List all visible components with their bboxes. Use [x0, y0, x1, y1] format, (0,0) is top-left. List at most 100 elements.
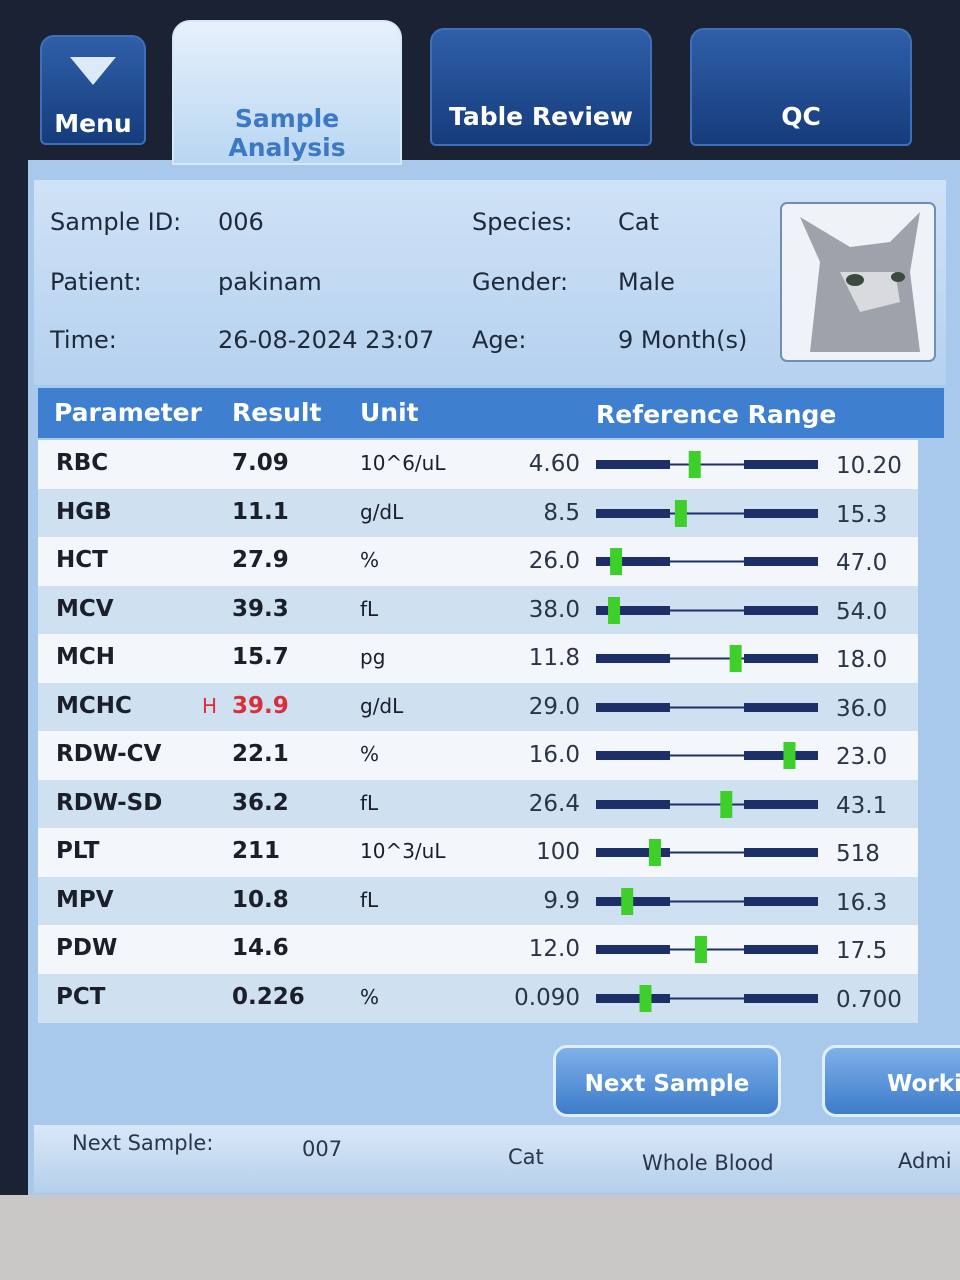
- result: 39.9: [232, 692, 289, 719]
- range-bar-left: [596, 945, 670, 954]
- range-bar: [596, 839, 818, 866]
- cat-image: [780, 202, 936, 362]
- tab-label: Menu: [54, 109, 132, 138]
- range-bar-right: [744, 605, 818, 615]
- range-high: 43.1: [836, 792, 888, 819]
- range-bar-right: [744, 460, 818, 469]
- result-marker: [694, 936, 707, 963]
- result-marker: [720, 790, 733, 818]
- worklist-button[interactable]: Worki: [822, 1045, 960, 1117]
- unit: fL: [360, 887, 379, 912]
- unit: g/dL: [360, 499, 404, 524]
- range-bar: [596, 499, 818, 527]
- table-row: PDW 14.6 12.0 17.5: [38, 925, 918, 974]
- range-bar-left: [596, 848, 670, 857]
- menu-tab[interactable]: Menu: [40, 35, 146, 145]
- range-low: 9.9: [543, 887, 580, 914]
- table-row: RDW-CV 22.1% 16.0 23.0: [38, 731, 918, 780]
- header-cell: Reference Range: [596, 400, 837, 429]
- range-low: 26.4: [528, 790, 580, 817]
- range-bar: [596, 936, 818, 963]
- range-bar: [596, 702, 818, 712]
- info-value: Male: [618, 268, 675, 296]
- range-bar-right: [744, 557, 818, 566]
- result: 11.1: [232, 498, 289, 525]
- range-bar-right: [744, 702, 818, 712]
- menu-icon: [70, 57, 116, 85]
- result: 22.1: [232, 741, 289, 767]
- tab-label: QC: [781, 102, 821, 131]
- range-bar-left: [596, 460, 670, 469]
- table-row: PCT 0.226% 0.090 0.700: [38, 973, 918, 1023]
- result-marker: [621, 887, 634, 915]
- table-row: PLT 211 10^3/uL 100 518: [38, 828, 918, 877]
- unit: fL: [360, 790, 379, 815]
- result: 15.7: [232, 644, 289, 670]
- parameter: MCHC: [56, 692, 132, 719]
- table-row: MPV 10.8 fL 9.9 16.3: [38, 876, 918, 926]
- range-high: 36.0: [836, 695, 888, 722]
- range-bar-right: [744, 751, 818, 760]
- status-id: 007: [302, 1137, 343, 1161]
- range-high: 0.700: [836, 986, 902, 1013]
- info-value: pakinam: [218, 268, 322, 296]
- range-bar-right: [744, 993, 818, 1003]
- status-mode: Whole Blood: [642, 1151, 774, 1175]
- info-label: Age:: [472, 326, 527, 354]
- range-high: 47.0: [836, 550, 888, 576]
- range-bar-right: [744, 848, 818, 857]
- table-row: HGB 11.1 g/dL 8.5 15.3: [38, 488, 918, 538]
- unit: 10^6/uL: [360, 451, 446, 475]
- result: 27.9: [232, 547, 289, 573]
- range-low: 11.8: [528, 645, 580, 671]
- info-label: Time:: [50, 326, 117, 354]
- table-row: MCH 15.7 pg 11.8 18.0: [38, 634, 918, 683]
- range-bar: [596, 984, 818, 1012]
- range-bar: [596, 596, 818, 624]
- parameter: MCV: [56, 595, 114, 622]
- table-row: RDW-SD 36.2 fL 26.4 43.1: [38, 779, 918, 829]
- range-bar-right: [744, 654, 818, 663]
- unit: pg: [360, 645, 386, 669]
- range-bar-left: [596, 605, 670, 615]
- result: 14.6: [232, 935, 289, 961]
- info-value: 9 Month(s): [618, 326, 748, 354]
- range-high: 16.3: [836, 889, 888, 916]
- parameter: RDW-CV: [56, 741, 162, 767]
- status-label: Next Sample:: [72, 1131, 214, 1155]
- unit: 10^3/uL: [360, 839, 446, 863]
- result-marker: [608, 596, 621, 624]
- parameter: RBC: [56, 450, 109, 476]
- result-marker: [674, 499, 687, 527]
- info-label: Species:: [472, 208, 573, 236]
- table-row: RBC 7.09 10^6/uL 4.60 10.20: [38, 440, 918, 489]
- range-low: 12.0: [528, 936, 580, 962]
- range-bar-left: [596, 799, 670, 809]
- range-low: 26.0: [528, 548, 580, 574]
- range-bar-left: [596, 993, 670, 1003]
- parameter: MPV: [56, 886, 114, 913]
- sample-analysis-tab[interactable]: Sample Analysis: [172, 20, 402, 165]
- unit: g/dL: [360, 693, 404, 718]
- result: 211: [232, 838, 281, 864]
- range-high: 15.3: [836, 501, 888, 528]
- info-value: 006: [218, 208, 264, 236]
- header-cell: Unit: [360, 398, 419, 427]
- unit: %: [360, 548, 380, 572]
- range-high: 17.5: [836, 938, 888, 964]
- info-value: 26-08-2024 23:07: [218, 326, 435, 354]
- result: 0.226: [232, 983, 305, 1010]
- parameter: RDW-SD: [56, 789, 163, 816]
- next-sample-button[interactable]: Next Sample: [553, 1045, 781, 1117]
- table-row: HCT 27.9% 26.0 47.0: [38, 537, 918, 586]
- result: 39.3: [232, 595, 289, 622]
- range-low: 38.0: [528, 596, 580, 623]
- parameter: HCT: [56, 547, 108, 573]
- unit: fL: [360, 596, 379, 621]
- range-bar: [596, 548, 818, 575]
- table-review-tab[interactable]: Table Review: [430, 28, 652, 146]
- qc-tab[interactable]: QC: [690, 28, 912, 146]
- range-bar-right: [744, 799, 818, 809]
- result-marker: [783, 742, 796, 769]
- result: 7.09: [232, 450, 289, 476]
